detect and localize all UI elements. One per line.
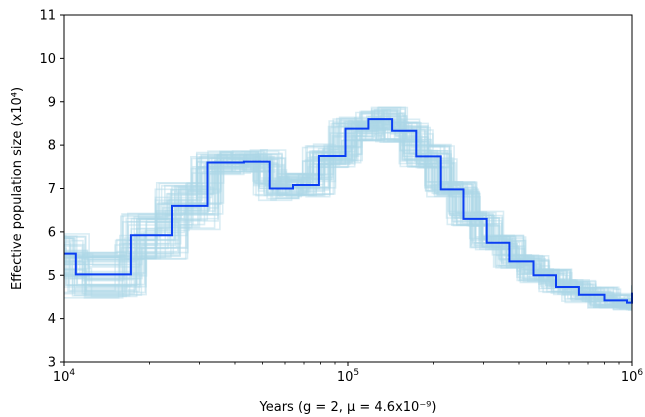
y-tick-label: 6 (48, 225, 56, 240)
bootstrap-line (64, 123, 632, 307)
bootstrap-line (64, 110, 632, 309)
x-axis: 104 105 106 (53, 362, 644, 385)
bootstrap-line (64, 121, 632, 300)
bootstrap-line (64, 117, 632, 310)
bootstrap-line (64, 109, 632, 311)
x-tick-label: 106 (621, 368, 644, 385)
x-axis-label: Years (g = 2, μ = 4.6x10⁻⁹) (259, 400, 437, 415)
bootstrap-line (64, 122, 632, 306)
bootstrap-line (64, 115, 632, 311)
bootstrap-line (64, 115, 632, 309)
bootstrap-line (64, 108, 632, 309)
bootstrap-line (64, 124, 632, 307)
bootstrap-line (64, 115, 632, 309)
main-step-line (64, 118, 633, 304)
bootstrap-line (64, 120, 632, 307)
y-tick-label: 7 (48, 182, 56, 197)
bootstrap-line (64, 113, 632, 304)
y-tick-label: 3 (48, 356, 56, 371)
bootstrap-line (64, 115, 632, 309)
bootstrap-line (64, 122, 632, 307)
main-series (64, 118, 633, 304)
y-tick-label: 11 (39, 9, 56, 24)
y-tick-label: 5 (48, 269, 56, 284)
bootstrap-line (64, 120, 632, 307)
x-tick-label: 105 (337, 368, 359, 385)
bootstrap-line (64, 127, 632, 310)
bootstrap-line (64, 110, 632, 308)
bootstrap-line (64, 106, 632, 310)
bootstrap-line (64, 122, 632, 304)
bootstrap-line (64, 112, 632, 302)
x-tick-label: 104 (53, 368, 76, 385)
bootstrap-line (64, 111, 632, 310)
y-tick-label: 4 (48, 312, 56, 327)
bootstrap-line (64, 108, 632, 308)
y-axis-label: Effective population size (x10⁴) (10, 87, 25, 290)
bootstrap-line (64, 118, 632, 305)
y-tick-label: 8 (48, 139, 56, 154)
bootstrap-line (64, 110, 632, 303)
bootstrap-line (64, 119, 632, 303)
plot-frame (63, 14, 633, 363)
bootstrap-line (64, 130, 632, 301)
bootstrap-line (64, 127, 632, 306)
bootstrap-line (64, 119, 632, 307)
bootstrap-line (64, 123, 632, 305)
bootstrap-line (64, 125, 632, 309)
bootstrap-line (64, 120, 632, 311)
bootstrap-line (64, 118, 632, 307)
bootstrap-line (64, 113, 632, 309)
y-axis: 3 4 5 6 7 8 9 10 11 (39, 9, 64, 371)
bootstrap-line (64, 121, 632, 308)
bootstrap-line (64, 111, 632, 306)
bootstrap-line (64, 108, 632, 307)
y-tick-label: 10 (39, 52, 56, 67)
bootstrap-line (64, 120, 632, 302)
y-tick-label: 9 (48, 95, 56, 110)
bootstrap-line (64, 127, 632, 309)
